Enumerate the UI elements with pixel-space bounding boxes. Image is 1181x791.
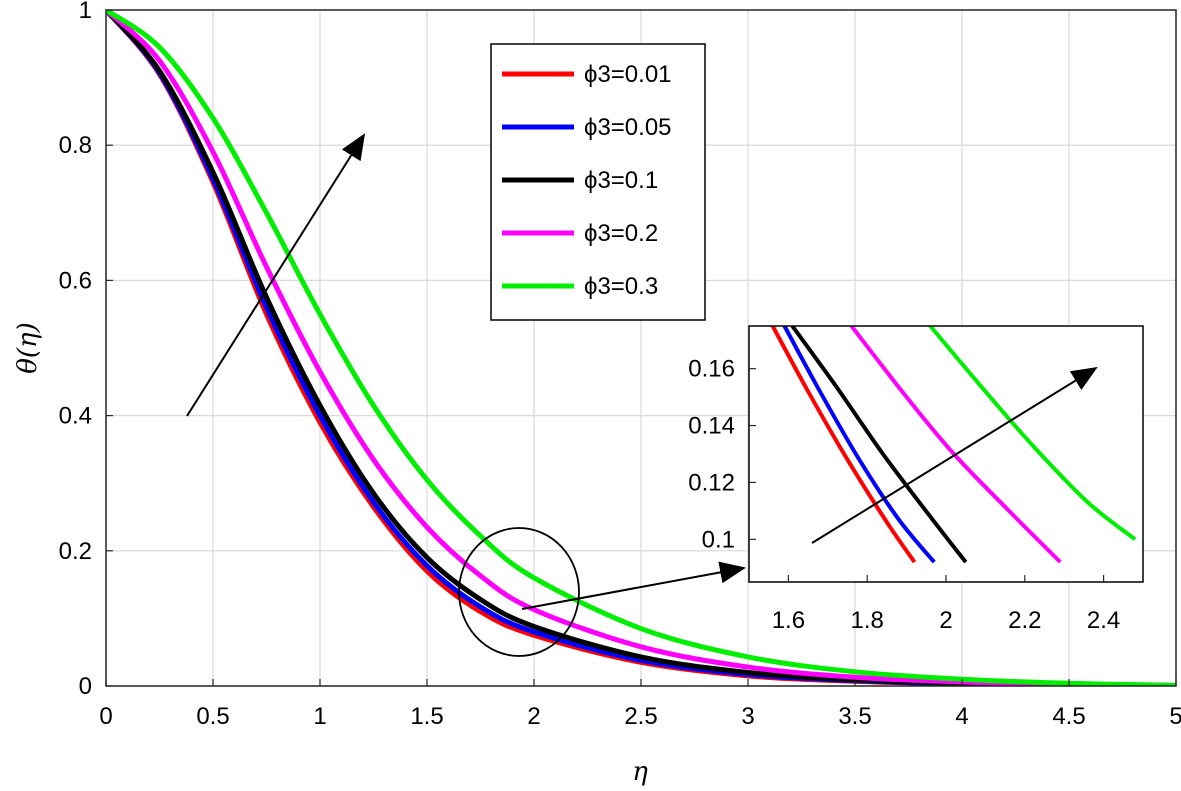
inset-x-tick-labels: 1.6 1.8 2 2.2 2.4	[772, 575, 1120, 634]
x-tick-label: 1.6	[772, 607, 805, 634]
y-tick-label: 1	[79, 0, 92, 24]
y-tick-label: 0.14	[688, 413, 735, 440]
y-tick-label: 0.2	[59, 538, 92, 565]
x-tick-label: 3	[741, 703, 754, 730]
series-line-4	[106, 10, 1176, 686]
legend-label: ϕ3=0.05	[584, 114, 672, 141]
y-tick-label: 0	[79, 673, 92, 700]
legend-label: ϕ3=0.2	[584, 220, 658, 247]
series-line-3	[849, 326, 1062, 564]
y-tick-label: 0.16	[688, 356, 735, 383]
legend-item-4: ϕ3=0.3	[502, 273, 658, 300]
x-tick-label: 2.5	[624, 703, 657, 730]
y-tick-labels: 0 0.2 0.4 0.6 0.8 1	[59, 0, 113, 700]
y-tick-label: 0.8	[59, 132, 92, 159]
y-tick-label: 0.6	[59, 267, 92, 294]
x-tick-label: 3.5	[838, 703, 871, 730]
legend-item-3: ϕ3=0.2	[502, 220, 658, 247]
x-tick-labels: 0 0.5 1 1.5 2 2.5 3 3.5 4 4.5 5	[99, 679, 1181, 730]
legend-label: ϕ3=0.1	[584, 167, 658, 194]
inset-y-tick-labels: 0.1 0.12 0.14 0.16	[688, 356, 756, 553]
x-tick-label: 2.4	[1087, 607, 1120, 634]
y-tick-label: 0.4	[59, 403, 92, 430]
x-tick-label: 2	[939, 607, 952, 634]
series-line-2	[790, 326, 968, 564]
inset-trend-arrow	[811, 366, 1098, 544]
x-tick-label: 2	[527, 703, 540, 730]
inset-plot: 1.6 1.8 2 2.2 2.4 0.1 0.12 0.14 0.16	[688, 325, 1144, 634]
x-tick-label: 2.2	[1008, 607, 1041, 634]
legend-item-0: ϕ3=0.01	[502, 61, 672, 88]
x-tick-label: 5	[1169, 703, 1181, 730]
legend: ϕ3=0.01 ϕ3=0.05 ϕ3=0.1 ϕ3=0.2 ϕ3=0.3	[490, 43, 706, 321]
x-axis-label: η	[632, 757, 648, 787]
annotations	[186, 133, 746, 657]
trend-arrow	[186, 133, 366, 417]
legend-item-1: ϕ3=0.05	[502, 114, 672, 141]
series-group	[106, 10, 1176, 686]
inset-plot-area	[749, 326, 1143, 582]
y-tick-label: 0.12	[688, 469, 735, 496]
legend-label: ϕ3=0.01	[584, 61, 672, 88]
x-tick-label: 1	[313, 703, 326, 730]
x-tick-label: 0.5	[196, 703, 229, 730]
series-line-3	[106, 10, 1176, 686]
x-tick-label: 0	[99, 703, 112, 730]
y-tick-label: 0.1	[702, 526, 735, 553]
series-line-0	[770, 326, 917, 564]
zoom-circle	[458, 527, 580, 657]
x-tick-label: 4.5	[1052, 703, 1085, 730]
legend-item-2: ϕ3=0.1	[502, 167, 658, 194]
y-axis-label: θ(η)	[13, 322, 43, 374]
series-line-4	[928, 326, 1137, 541]
x-tick-label: 1.8	[851, 607, 884, 634]
series-line-1	[782, 326, 936, 564]
zoom-arrow	[521, 561, 746, 610]
inset-series-group	[770, 326, 1137, 564]
x-tick-label: 1.5	[410, 703, 443, 730]
legend-label: ϕ3=0.3	[584, 273, 658, 300]
x-tick-label: 4	[955, 703, 968, 730]
